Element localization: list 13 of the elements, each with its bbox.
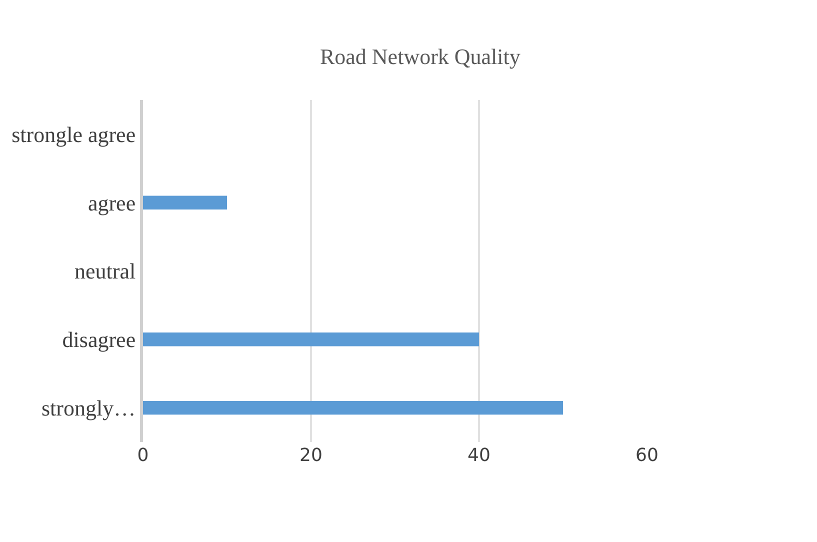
x-tick-label: 0 [137,445,149,466]
y-tick-label: neutral [74,258,136,284]
bar [143,332,479,346]
bar [143,196,227,210]
y-tick-label: agree [88,190,136,216]
x-tick-label: 20 [300,445,322,466]
chart-title: Road Network Quality [320,44,520,70]
y-tick-label: strongle agree [12,122,136,147]
x-tick-label: 40 [468,445,490,466]
y-tick-label: strongly… [41,396,136,420]
bar [143,400,563,415]
x-tick-label: 60 [636,445,658,466]
y-tick-label: disagree [62,327,136,352]
